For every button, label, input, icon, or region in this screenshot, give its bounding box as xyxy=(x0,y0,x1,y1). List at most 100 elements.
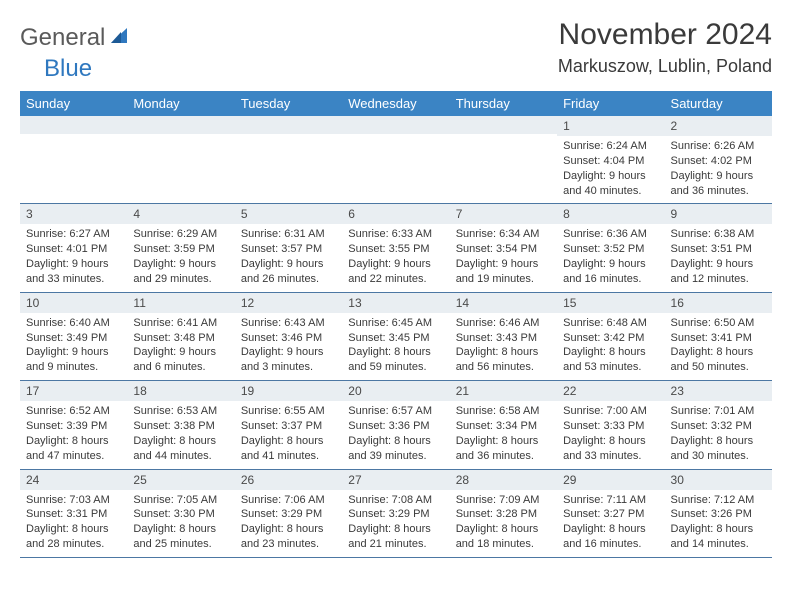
daylight-text: Daylight: 9 hours and 16 minutes. xyxy=(563,257,658,287)
sunrise-text: Sunrise: 6:57 AM xyxy=(348,404,443,419)
day-data: Sunrise: 6:36 AMSunset: 3:52 PMDaylight:… xyxy=(557,224,664,291)
daylight-text: Daylight: 8 hours and 56 minutes. xyxy=(456,345,551,375)
logo-text-general: General xyxy=(20,24,105,52)
sunset-text: Sunset: 3:33 PM xyxy=(563,419,658,434)
day-data: Sunrise: 7:06 AMSunset: 3:29 PMDaylight:… xyxy=(235,490,342,557)
day-data: Sunrise: 6:55 AMSunset: 3:37 PMDaylight:… xyxy=(235,401,342,468)
sunset-text: Sunset: 3:59 PM xyxy=(133,242,228,257)
day-number: 28 xyxy=(450,470,557,490)
calendar-cell: 27Sunrise: 7:08 AMSunset: 3:29 PMDayligh… xyxy=(342,469,449,557)
calendar-cell: 1Sunrise: 6:24 AMSunset: 4:04 PMDaylight… xyxy=(557,116,664,204)
day-data: Sunrise: 6:41 AMSunset: 3:48 PMDaylight:… xyxy=(127,313,234,380)
sunset-text: Sunset: 3:57 PM xyxy=(241,242,336,257)
daylight-text: Daylight: 8 hours and 36 minutes. xyxy=(456,434,551,464)
calendar-week-row: 1Sunrise: 6:24 AMSunset: 4:04 PMDaylight… xyxy=(20,116,772,204)
sunrise-text: Sunrise: 6:29 AM xyxy=(133,227,228,242)
calendar-cell: 25Sunrise: 7:05 AMSunset: 3:30 PMDayligh… xyxy=(127,469,234,557)
month-title: November 2024 xyxy=(558,18,772,52)
sunrise-text: Sunrise: 6:27 AM xyxy=(26,227,121,242)
daylight-text: Daylight: 8 hours and 44 minutes. xyxy=(133,434,228,464)
day-number: 21 xyxy=(450,381,557,401)
daylight-text: Daylight: 9 hours and 40 minutes. xyxy=(563,169,658,199)
day-data: Sunrise: 6:52 AMSunset: 3:39 PMDaylight:… xyxy=(20,401,127,468)
sunrise-text: Sunrise: 7:11 AM xyxy=(563,493,658,508)
sunset-text: Sunset: 3:39 PM xyxy=(26,419,121,434)
calendar-cell: 14Sunrise: 6:46 AMSunset: 3:43 PMDayligh… xyxy=(450,292,557,380)
sunrise-text: Sunrise: 7:05 AM xyxy=(133,493,228,508)
day-header: Tuesday xyxy=(235,91,342,116)
day-data: Sunrise: 6:53 AMSunset: 3:38 PMDaylight:… xyxy=(127,401,234,468)
sunrise-text: Sunrise: 6:53 AM xyxy=(133,404,228,419)
day-header: Monday xyxy=(127,91,234,116)
sunrise-text: Sunrise: 6:43 AM xyxy=(241,316,336,331)
sunrise-text: Sunrise: 6:36 AM xyxy=(563,227,658,242)
calendar-cell: 3Sunrise: 6:27 AMSunset: 4:01 PMDaylight… xyxy=(20,204,127,292)
day-data: Sunrise: 6:45 AMSunset: 3:45 PMDaylight:… xyxy=(342,313,449,380)
calendar-cell: 17Sunrise: 6:52 AMSunset: 3:39 PMDayligh… xyxy=(20,381,127,469)
day-number: 14 xyxy=(450,293,557,313)
day-number: 25 xyxy=(127,470,234,490)
calendar-cell: 2Sunrise: 6:26 AMSunset: 4:02 PMDaylight… xyxy=(665,116,772,204)
sunset-text: Sunset: 3:48 PM xyxy=(133,331,228,346)
day-data xyxy=(20,134,127,192)
calendar-cell: 23Sunrise: 7:01 AMSunset: 3:32 PMDayligh… xyxy=(665,381,772,469)
sunset-text: Sunset: 3:34 PM xyxy=(456,419,551,434)
day-number: 19 xyxy=(235,381,342,401)
day-data: Sunrise: 6:57 AMSunset: 3:36 PMDaylight:… xyxy=(342,401,449,468)
sunrise-text: Sunrise: 6:55 AM xyxy=(241,404,336,419)
day-data: Sunrise: 6:38 AMSunset: 3:51 PMDaylight:… xyxy=(665,224,772,291)
day-number xyxy=(127,116,234,134)
sunrise-text: Sunrise: 7:01 AM xyxy=(671,404,766,419)
daylight-text: Daylight: 9 hours and 36 minutes. xyxy=(671,169,766,199)
title-block: November 2024 Markuszow, Lublin, Poland xyxy=(558,18,772,77)
sunrise-text: Sunrise: 6:45 AM xyxy=(348,316,443,331)
day-number: 10 xyxy=(20,293,127,313)
day-data xyxy=(450,134,557,192)
day-data: Sunrise: 7:08 AMSunset: 3:29 PMDaylight:… xyxy=(342,490,449,557)
logo-sail-icon xyxy=(109,25,131,52)
sunset-text: Sunset: 3:55 PM xyxy=(348,242,443,257)
sunset-text: Sunset: 3:29 PM xyxy=(241,507,336,522)
day-number: 15 xyxy=(557,293,664,313)
calendar-cell: 11Sunrise: 6:41 AMSunset: 3:48 PMDayligh… xyxy=(127,292,234,380)
day-data: Sunrise: 7:03 AMSunset: 3:31 PMDaylight:… xyxy=(20,490,127,557)
day-number: 29 xyxy=(557,470,664,490)
day-data: Sunrise: 7:11 AMSunset: 3:27 PMDaylight:… xyxy=(557,490,664,557)
daylight-text: Daylight: 9 hours and 26 minutes. xyxy=(241,257,336,287)
sunrise-text: Sunrise: 7:00 AM xyxy=(563,404,658,419)
day-data: Sunrise: 6:33 AMSunset: 3:55 PMDaylight:… xyxy=(342,224,449,291)
calendar-cell: 26Sunrise: 7:06 AMSunset: 3:29 PMDayligh… xyxy=(235,469,342,557)
sunset-text: Sunset: 3:51 PM xyxy=(671,242,766,257)
sunset-text: Sunset: 3:30 PM xyxy=(133,507,228,522)
day-number: 17 xyxy=(20,381,127,401)
calendar-cell xyxy=(342,116,449,204)
day-number: 7 xyxy=(450,204,557,224)
daylight-text: Daylight: 8 hours and 21 minutes. xyxy=(348,522,443,552)
daylight-text: Daylight: 9 hours and 22 minutes. xyxy=(348,257,443,287)
calendar-cell: 20Sunrise: 6:57 AMSunset: 3:36 PMDayligh… xyxy=(342,381,449,469)
day-number xyxy=(342,116,449,134)
sunset-text: Sunset: 3:26 PM xyxy=(671,507,766,522)
day-number: 9 xyxy=(665,204,772,224)
sunrise-text: Sunrise: 6:40 AM xyxy=(26,316,121,331)
daylight-text: Daylight: 9 hours and 29 minutes. xyxy=(133,257,228,287)
sunrise-text: Sunrise: 6:31 AM xyxy=(241,227,336,242)
calendar-cell: 21Sunrise: 6:58 AMSunset: 3:34 PMDayligh… xyxy=(450,381,557,469)
day-number xyxy=(235,116,342,134)
day-data: Sunrise: 6:31 AMSunset: 3:57 PMDaylight:… xyxy=(235,224,342,291)
day-header: Sunday xyxy=(20,91,127,116)
daylight-text: Daylight: 8 hours and 28 minutes. xyxy=(26,522,121,552)
calendar-cell: 22Sunrise: 7:00 AMSunset: 3:33 PMDayligh… xyxy=(557,381,664,469)
daylight-text: Daylight: 9 hours and 12 minutes. xyxy=(671,257,766,287)
day-data: Sunrise: 6:50 AMSunset: 3:41 PMDaylight:… xyxy=(665,313,772,380)
sunrise-text: Sunrise: 6:50 AM xyxy=(671,316,766,331)
calendar-week-row: 10Sunrise: 6:40 AMSunset: 3:49 PMDayligh… xyxy=(20,292,772,380)
calendar-cell: 24Sunrise: 7:03 AMSunset: 3:31 PMDayligh… xyxy=(20,469,127,557)
sunset-text: Sunset: 3:27 PM xyxy=(563,507,658,522)
day-number: 20 xyxy=(342,381,449,401)
calendar-cell: 16Sunrise: 6:50 AMSunset: 3:41 PMDayligh… xyxy=(665,292,772,380)
day-number: 18 xyxy=(127,381,234,401)
sunset-text: Sunset: 3:29 PM xyxy=(348,507,443,522)
sunset-text: Sunset: 3:38 PM xyxy=(133,419,228,434)
day-data: Sunrise: 7:01 AMSunset: 3:32 PMDaylight:… xyxy=(665,401,772,468)
